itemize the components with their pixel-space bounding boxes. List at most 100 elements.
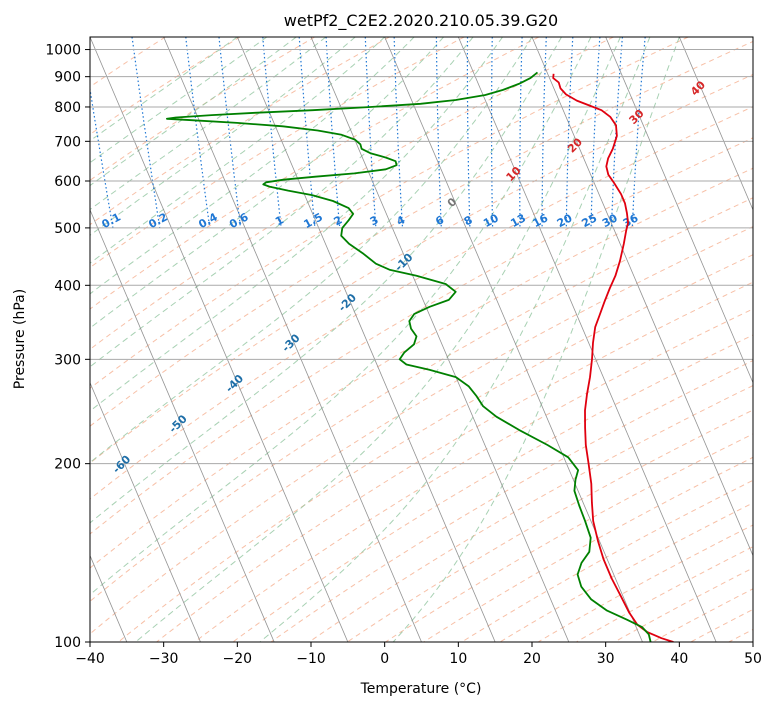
mixing-ratio-line: [298, 37, 316, 228]
moist-adiabat: [90, 37, 415, 295]
isotherm: [752, 37, 753, 39]
moist-adiabat: [90, 37, 327, 211]
x-tick-label: 20: [523, 651, 541, 667]
y-tick-label: 200: [54, 457, 81, 473]
y-tick-label: 400: [54, 278, 81, 294]
x-tick-label: 0: [380, 651, 389, 667]
temperature-profile: [552, 73, 674, 642]
isotherm: [90, 37, 349, 642]
dry-adiabat: [232, 334, 753, 642]
mixing-ratio-line: [466, 37, 471, 228]
dry-adiabat: [90, 40, 753, 427]
dry-adiabat: [767, 37, 775, 642]
dry-adiabat: [90, 37, 315, 181]
x-tick-label: 40: [670, 651, 688, 667]
dry-adiabat: [270, 359, 753, 642]
dry-adiabat: [423, 456, 753, 642]
y-tick-label: 300: [54, 352, 81, 368]
isotherm-label: -70: [54, 493, 77, 516]
isotherm-label: -80: [0, 533, 21, 556]
mixing-ratio-label: 20: [555, 211, 575, 230]
x-axis: −40 −30 −20 −10 0 10 20 30 40 50: [75, 642, 762, 667]
dry-adiabat: [90, 137, 753, 535]
moist-adiabat: [90, 37, 238, 142]
isotherm-label: -50: [166, 412, 189, 435]
mixing-ratio-line: [131, 37, 161, 228]
isotherm-label: -60: [110, 453, 133, 476]
mixing-ratio-label: 3: [368, 213, 381, 228]
mixing-ratio-label: 8: [462, 213, 475, 228]
mixing-ratio-line: [519, 37, 523, 228]
dry-adiabat: [576, 546, 753, 642]
moist-adiabat: [90, 37, 386, 264]
dewpoint-profile: [166, 71, 652, 642]
isotherm-label: -30: [279, 331, 302, 354]
dry-adiabat: [90, 106, 753, 500]
mixing-ratio-line: [490, 37, 494, 228]
mixing-ratio-line: [262, 37, 282, 228]
y-tick-label: 1000: [45, 43, 81, 59]
moist-adiabat: [90, 37, 533, 464]
mixing-ratio-label: 4: [394, 213, 407, 228]
mixing-ratio-label: 13: [508, 211, 528, 230]
isotherm: [310, 37, 570, 642]
dry-adiabat: [728, 628, 753, 642]
dry-adiabat: [461, 479, 753, 642]
mixing-ratio-label: 16: [531, 211, 551, 230]
dry-adiabat: [194, 308, 753, 642]
mixing-ratio-line: [565, 37, 574, 228]
moist-adiabat: [90, 37, 297, 187]
dry-adiabat: [690, 608, 753, 642]
chart-title: wetPf2_C2E2.2020.210.05.39.G20: [284, 11, 558, 31]
mixing-ratio-line: [90, 85, 114, 229]
x-tick-label: 10: [449, 651, 467, 667]
x-tick-label: 30: [597, 651, 615, 667]
dry-adiabat: [90, 37, 540, 310]
x-axis-label: Temperature (°C): [360, 681, 482, 697]
moist-adiabat: [90, 37, 503, 412]
moist-adiabat: [135, 37, 621, 642]
x-tick-label: −20: [223, 651, 253, 667]
isotherm: [236, 37, 496, 642]
mixing-ratio-line: [364, 37, 377, 228]
isotherm-label: 30: [627, 107, 647, 127]
isotherm: [457, 37, 717, 642]
isotherm: [90, 381, 201, 642]
mixing-ratio-line: [393, 37, 404, 228]
y-tick-label: 700: [54, 134, 81, 150]
isotherm-label: -20: [336, 291, 359, 314]
y-tick-label: 100: [54, 635, 81, 651]
dry-adiabat: [308, 385, 753, 642]
y-tick-label: 900: [54, 70, 81, 86]
isotherm-label: 40: [688, 78, 708, 98]
moist-adiabat: [90, 37, 268, 164]
mixing-ratio-line: [631, 37, 646, 228]
dry-adiabat: [90, 197, 753, 602]
x-tick-label: −30: [149, 651, 179, 667]
dry-adiabat: [537, 524, 753, 642]
isotherm: [384, 37, 643, 642]
series-layer: [166, 71, 674, 642]
moist-adiabat: [392, 37, 680, 642]
dry-adiabat: [385, 433, 753, 642]
mixing-ratio-line: [218, 37, 242, 228]
moist-adiabat: [90, 37, 474, 368]
y-tick-label: 800: [54, 100, 81, 116]
dry-adiabat: [156, 281, 753, 642]
x-tick-label: 50: [744, 651, 762, 667]
isotherm: [678, 37, 753, 211]
isotherm: [90, 208, 275, 642]
dry-adiabat: [90, 37, 689, 389]
background-lines: [90, 37, 775, 642]
mixing-ratio-label: 10: [481, 211, 501, 230]
moist-adiabat: [90, 37, 444, 329]
x-tick-label: −40: [75, 651, 105, 667]
y-tick-label: 600: [54, 174, 81, 190]
isotherm-label: -40: [223, 372, 246, 395]
x-tick-label: −10: [296, 651, 326, 667]
dry-adiabat: [347, 409, 753, 642]
mixing-ratio-label: 36: [621, 211, 641, 230]
mixing-ratio-label: 25: [580, 211, 600, 230]
moist-adiabat: [259, 37, 651, 642]
